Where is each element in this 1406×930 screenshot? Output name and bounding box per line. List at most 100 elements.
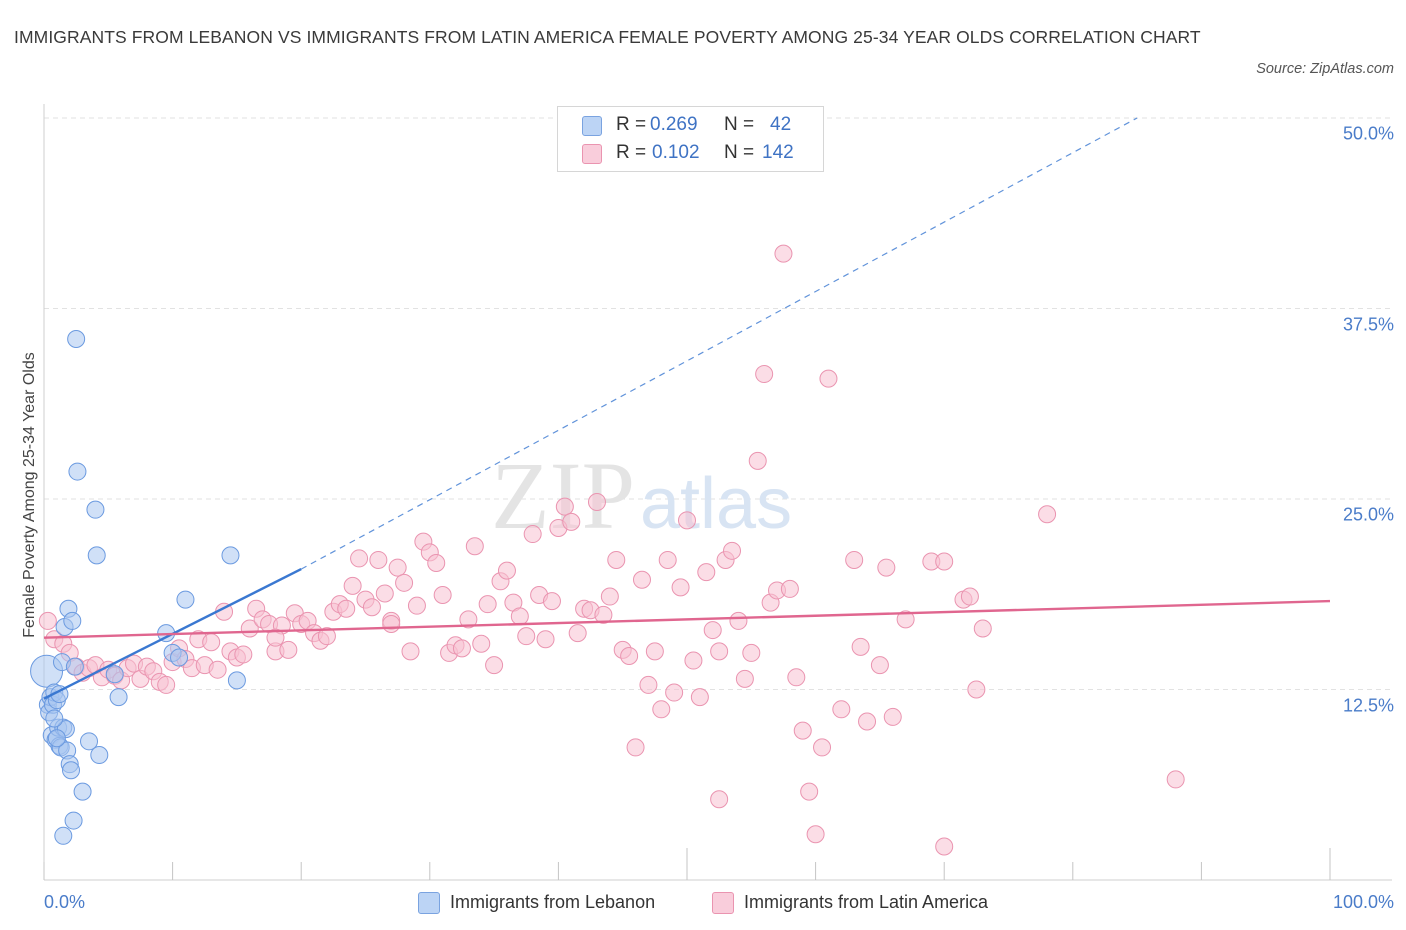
- latin-america-point: [375, 584, 394, 603]
- latin-america-point: [858, 712, 877, 731]
- latin-america-point: [883, 707, 902, 726]
- lebanon-point: [73, 782, 92, 801]
- latin-america-point: [607, 550, 626, 569]
- bottom-legend-label-lebanon: Immigrants from Lebanon: [450, 892, 656, 912]
- latin-america-point: [658, 550, 677, 569]
- latin-america-point: [208, 660, 227, 679]
- latin-america-point: [478, 595, 497, 614]
- latin-america-point: [710, 790, 729, 809]
- latin-america-point: [710, 642, 729, 661]
- legend-n-value: 142: [762, 142, 794, 163]
- lebanon-point: [90, 746, 109, 765]
- latin-america-point: [362, 598, 381, 617]
- latin-america-point: [382, 614, 401, 633]
- legend-swatch-latin-america: [582, 144, 602, 164]
- latin-america-point: [497, 561, 516, 580]
- latin-america-point: [973, 619, 992, 638]
- watermark-atlas: atlas: [640, 464, 792, 544]
- latin-america-point: [851, 637, 870, 656]
- y-tick-label-1: 25.0%: [1342, 504, 1394, 525]
- latin-america-point: [407, 596, 426, 615]
- lebanon-point: [86, 500, 105, 519]
- latin-america-point: [459, 610, 478, 629]
- lebanon-point: [105, 665, 124, 684]
- latin-america-point: [671, 578, 690, 597]
- lebanon-point: [63, 611, 82, 630]
- source-label: Source: ZipAtlas.com: [1256, 61, 1394, 77]
- latin-america-point: [202, 633, 221, 652]
- latin-america-point: [401, 642, 420, 661]
- latin-america-point: [703, 621, 722, 640]
- latin-america-point: [684, 651, 703, 670]
- legend-r-label: R =: [616, 142, 647, 163]
- lebanon-point: [170, 648, 189, 667]
- latin-america-point: [427, 554, 446, 573]
- latin-america-point: [729, 611, 748, 630]
- bottom-legend-label-latin-america: Immigrants from Latin America: [744, 892, 989, 912]
- latin-america-point: [517, 627, 536, 646]
- latin-america-point: [742, 643, 761, 662]
- lebanon-point: [65, 657, 84, 676]
- lebanon-point: [80, 732, 99, 751]
- y-tick-label-0: 12.5%: [1342, 695, 1394, 715]
- latin-america-point: [813, 738, 832, 757]
- bottom-legend-lebanon: Immigrants from Lebanon: [418, 890, 688, 914]
- latin-america-point: [678, 511, 696, 530]
- latin-america-point: [38, 611, 57, 630]
- latin-america-point: [774, 244, 793, 263]
- latin-america-point: [806, 825, 825, 844]
- lebanon-point: [176, 590, 195, 609]
- latin-america-point: [594, 605, 613, 624]
- lebanon-point: [68, 462, 87, 481]
- latin-america-point: [562, 512, 581, 531]
- latin-america-point: [755, 365, 774, 384]
- trend-lines: [43, 117, 1331, 700]
- latin-america-point: [472, 634, 491, 653]
- latin-america-point: [317, 627, 336, 646]
- lebanon-point: [227, 671, 246, 690]
- latin-america-point: [935, 837, 954, 856]
- lebanon-points: [30, 329, 246, 845]
- bottom-legend-swatch-latin-america: [712, 892, 734, 914]
- latin-america-point: [960, 587, 979, 606]
- axes: [43, 104, 1392, 881]
- latin-america-point: [510, 607, 529, 626]
- legend: R = 0.269 N = 42 R = 0.102 N = 142: [557, 106, 824, 172]
- latin-america-point: [485, 656, 504, 675]
- y-tick-label-2: 37.5%: [1342, 314, 1394, 334]
- latin-america-point: [632, 570, 651, 589]
- legend-r-value: 0.102: [652, 142, 700, 163]
- latin-america-point: [343, 576, 362, 595]
- x-tick-label-max: 100.0%: [1332, 892, 1394, 912]
- latin-america-point: [793, 721, 812, 740]
- latin-america-points: [38, 244, 1185, 856]
- x-tick-label-min: 0.0%: [44, 892, 86, 912]
- lebanon-point: [109, 688, 128, 707]
- latin-america-point: [157, 675, 176, 694]
- latin-america-point: [870, 656, 889, 675]
- lebanon-point: [54, 826, 73, 845]
- lebanon-point: [64, 811, 83, 830]
- latin-america-point: [234, 645, 253, 664]
- latin-america-point: [1166, 770, 1185, 789]
- latin-america-point: [1038, 505, 1057, 524]
- latin-america-point: [452, 639, 471, 658]
- y-tick-label-3: 50.0%: [1342, 123, 1394, 144]
- legend-r-value: 0.269: [650, 114, 698, 135]
- latin-america-point: [568, 624, 587, 643]
- latin-america-point: [350, 549, 369, 568]
- trend-line-1: [43, 599, 1331, 639]
- legend-swatch-lebanon: [582, 116, 602, 136]
- latin-america-point: [935, 552, 954, 571]
- latin-america-point: [266, 628, 285, 647]
- latin-america-point: [690, 688, 709, 707]
- latin-america-point: [388, 558, 407, 577]
- lebanon-point: [62, 761, 81, 780]
- bottom-legend-latin-america: Immigrants from Latin America: [712, 890, 1032, 914]
- latin-america-point: [369, 550, 388, 569]
- latin-america-point: [587, 493, 606, 512]
- grid-lines: [44, 117, 1392, 690]
- latin-america-point: [600, 587, 619, 606]
- latin-america-point: [465, 537, 484, 556]
- lebanon-point: [221, 546, 240, 565]
